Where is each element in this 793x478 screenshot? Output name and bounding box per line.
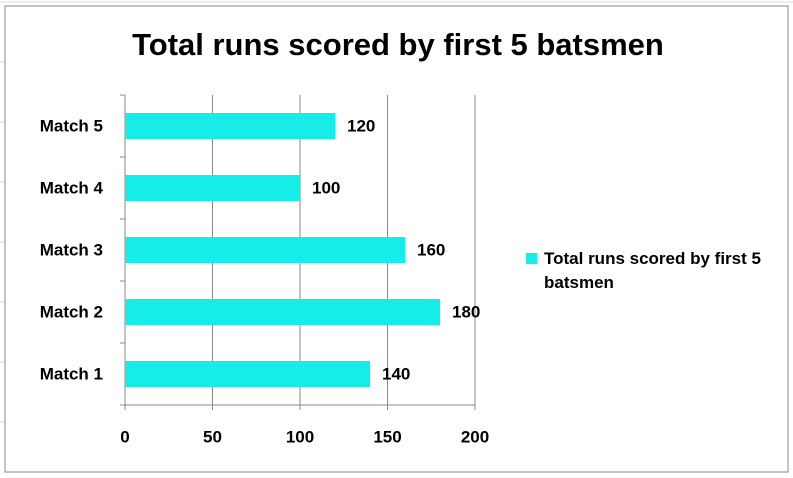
y-tick-label: Match 4 xyxy=(40,178,104,197)
y-tick-label: Match 2 xyxy=(40,302,103,321)
y-tick-label: Match 3 xyxy=(40,240,103,259)
x-tick-label: 50 xyxy=(203,427,222,446)
bar xyxy=(125,299,440,325)
legend-swatch xyxy=(526,253,537,264)
x-tick-label: 150 xyxy=(373,427,401,446)
bar xyxy=(125,175,300,201)
x-tick-label: 100 xyxy=(286,427,314,446)
value-label: 100 xyxy=(312,178,340,197)
legend-label: Total runs scored by first 5 batsmen xyxy=(544,249,761,292)
y-tick-label: Match 1 xyxy=(40,364,103,383)
bar xyxy=(125,361,370,387)
value-label: 160 xyxy=(417,240,445,259)
bar xyxy=(125,113,335,139)
value-label: 140 xyxy=(382,364,410,383)
value-label: 180 xyxy=(452,302,480,321)
chart-title: Total runs scored by first 5 batsmen xyxy=(132,27,664,62)
x-tick-label: 0 xyxy=(120,427,129,446)
value-label: 120 xyxy=(347,116,375,135)
x-tick-label: 200 xyxy=(461,427,489,446)
y-tick-label: Match 5 xyxy=(40,116,103,135)
bar xyxy=(125,237,405,263)
